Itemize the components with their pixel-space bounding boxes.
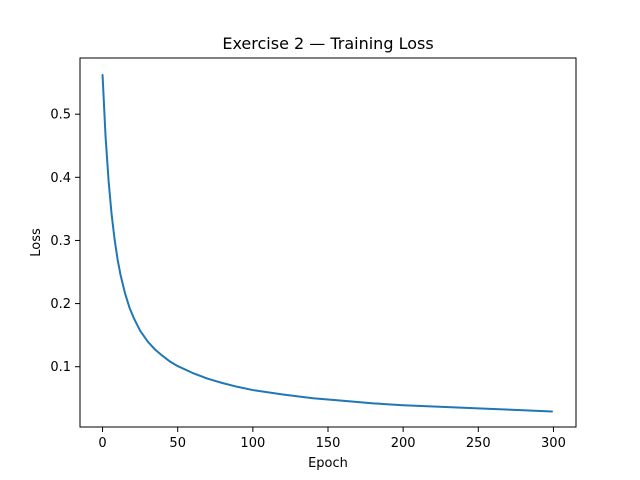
y-tick-label: 0.1: [50, 360, 71, 375]
y-tick-label: 0.3: [50, 234, 71, 249]
x-tick-label: 200: [391, 436, 416, 451]
y-tick-label: 0.2: [50, 297, 71, 312]
y-tick-label: 0.4: [50, 171, 71, 186]
chart-title: Exercise 2 — Training Loss: [222, 34, 433, 53]
x-tick-label: 50: [169, 436, 186, 451]
y-axis-label: Loss: [29, 228, 44, 257]
x-tick-label: 300: [541, 436, 566, 451]
plot-frame: [79, 57, 577, 428]
y-tick-label: 0.5: [50, 108, 71, 123]
x-tick-label: 250: [466, 436, 491, 451]
x-tick-label: 0: [98, 436, 106, 451]
x-tick-label: 100: [240, 436, 265, 451]
x-tick-label: 150: [316, 436, 341, 451]
plot-area: [101, 74, 553, 413]
loss-series-line-0: [101, 74, 553, 413]
x-axis: 0 50 100 150 200 250 300: [98, 427, 566, 451]
x-axis-label: Epoch: [308, 456, 348, 471]
y-axis: 0.1 0.2 0.3 0.4 0.5: [50, 108, 80, 375]
